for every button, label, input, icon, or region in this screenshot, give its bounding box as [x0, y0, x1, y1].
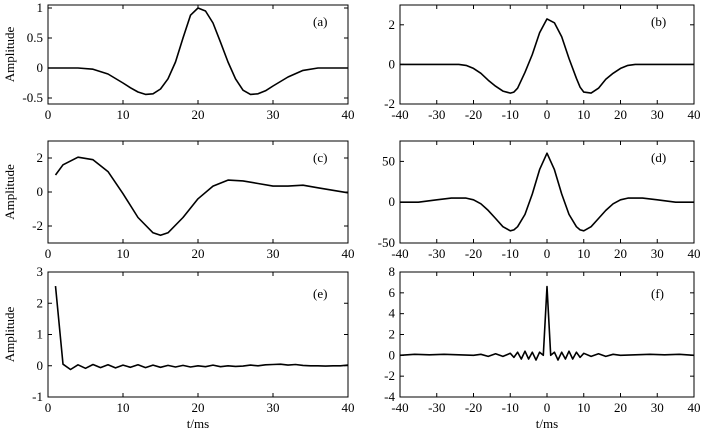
y-tick-label: 0: [37, 60, 44, 75]
y-tick-label: 4: [389, 306, 396, 321]
x-tick-label: -40: [391, 400, 408, 415]
series-line-1: [48, 7, 348, 96]
x-tick-label: 30: [267, 400, 280, 415]
series-line-1: [400, 152, 694, 232]
x-tick-label: -40: [391, 246, 408, 261]
x-tick-label: 0: [544, 107, 551, 122]
y-tick-label: 3: [37, 264, 44, 279]
x-tick-label: 40: [688, 246, 701, 261]
x-tick-label: 30: [267, 246, 280, 261]
panel-tag: (b): [651, 14, 666, 29]
y-tick-label: 0: [37, 358, 44, 373]
x-tick-label: 10: [577, 107, 590, 122]
y-tick-label: 2: [37, 295, 44, 310]
x-tick-label: 20: [192, 400, 205, 415]
y-tick-label: 2: [389, 17, 396, 32]
panel-tag: (e): [313, 286, 327, 301]
plot-frame: [47, 4, 349, 105]
x-axis-label: t/ms: [536, 416, 558, 431]
x-tick-label: -30: [428, 107, 445, 122]
y-tick-label: -50: [378, 235, 395, 250]
x-tick-label: 20: [192, 107, 205, 122]
x-axis-label: t/ms: [187, 416, 209, 431]
y-axis-label: Amplitude: [2, 306, 17, 362]
x-tick-label: -10: [502, 107, 519, 122]
x-tick-label: 40: [342, 107, 355, 122]
x-tick-label: 40: [688, 400, 701, 415]
x-tick-label: -10: [502, 246, 519, 261]
y-tick-label: 2: [37, 150, 44, 165]
y-tick-label: 0: [389, 347, 396, 362]
panel-3: 0 10 20 30 40-202 (c)Amplitude: [2, 140, 355, 261]
x-tick-label: -20: [465, 107, 482, 122]
x-tick-label: 10: [577, 246, 590, 261]
y-tick-label: -2: [384, 368, 395, 383]
x-tick-label: 20: [614, 246, 627, 261]
series-line-1: [54, 156, 349, 237]
x-tick-label: -30: [428, 400, 445, 415]
plot-frame: [47, 271, 349, 398]
x-tick-label: -20: [465, 246, 482, 261]
x-tick-label: 40: [342, 246, 355, 261]
x-tick-label: -40: [391, 107, 408, 122]
y-tick-label: -2: [32, 218, 43, 233]
plot-frame: [47, 140, 349, 244]
y-axis-label: Amplitude: [2, 164, 17, 220]
x-tick-label: 30: [651, 400, 664, 415]
x-tick-label: -10: [502, 400, 519, 415]
panel-tag: (f): [651, 286, 664, 301]
y-tick-label: -1: [32, 389, 43, 404]
x-tick-label: 20: [192, 246, 205, 261]
y-tick-label: 0: [37, 184, 44, 199]
y-tick-label: -2: [384, 96, 395, 111]
y-tick-label: 8: [389, 264, 396, 279]
y-axis-label: Amplitude: [2, 26, 17, 82]
y-tick-label: 0: [389, 56, 396, 71]
series-line-1: [54, 286, 349, 371]
x-tick-label: 20: [614, 400, 627, 415]
x-tick-label: -20: [465, 400, 482, 415]
y-tick-label: 0.5: [27, 30, 43, 45]
series-line-1: [400, 18, 694, 94]
x-tick-label: 10: [117, 400, 130, 415]
y-tick-label: 0: [389, 194, 396, 209]
panel-tag: (d): [651, 150, 666, 165]
panel-1: 0 10 20 30 40-0.500.51(a)Amplitude: [2, 0, 355, 122]
x-tick-label: 30: [267, 107, 280, 122]
x-tick-label: 0: [45, 107, 52, 122]
x-tick-label: 0: [544, 400, 551, 415]
x-tick-label: 30: [651, 246, 664, 261]
panel-2: -40 -30 -20 -10 0 10 20 30 40-202 (b): [384, 4, 701, 122]
y-tick-label: 1: [37, 327, 44, 342]
plot-frame: [399, 140, 695, 244]
series-line-1: [399, 285, 695, 361]
y-tick-label: 50: [382, 153, 395, 168]
y-tick-label: -4: [384, 389, 395, 404]
x-tick-label: 10: [117, 246, 130, 261]
y-tick-label: 1: [37, 0, 44, 15]
panel-tag: (c): [313, 150, 327, 165]
x-tick-label: 0: [45, 400, 52, 415]
y-tick-label: -0.5: [22, 90, 43, 105]
x-tick-label: 20: [614, 107, 627, 122]
x-tick-label: 40: [688, 107, 701, 122]
x-tick-label: 10: [577, 400, 590, 415]
y-tick-label: 6: [389, 285, 396, 300]
x-tick-label: 30: [651, 107, 664, 122]
panel-4: -40 -30 -20 -10 0 10 20 30 40 -50 0 50 (d): [378, 140, 701, 261]
x-tick-label: 0: [45, 246, 52, 261]
x-tick-label: 10: [117, 107, 130, 122]
x-tick-label: 40: [342, 400, 355, 415]
y-tick-label: 2: [389, 327, 396, 342]
x-tick-label: 0: [544, 246, 551, 261]
x-tick-label: -30: [428, 246, 445, 261]
panel-tag: (a): [313, 14, 327, 29]
